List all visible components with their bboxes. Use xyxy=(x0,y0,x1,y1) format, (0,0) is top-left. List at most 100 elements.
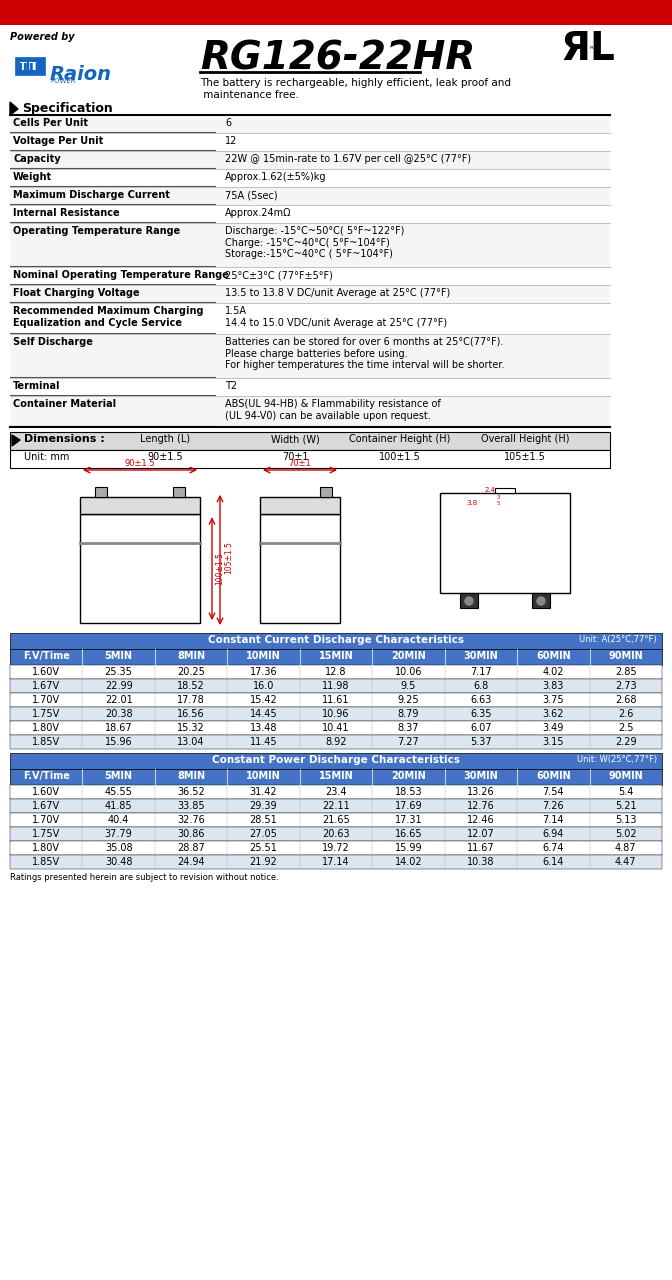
Text: 10.96: 10.96 xyxy=(323,709,349,719)
Text: 105±1.5: 105±1.5 xyxy=(504,452,546,462)
Text: 25.35: 25.35 xyxy=(105,667,132,677)
Text: 6.35: 6.35 xyxy=(470,709,492,719)
Bar xyxy=(475,506,480,513)
Circle shape xyxy=(465,596,473,605)
Text: 8MIN: 8MIN xyxy=(177,652,205,660)
Text: 6.14: 6.14 xyxy=(543,858,564,867)
Text: 8MIN: 8MIN xyxy=(177,771,205,781)
Text: 100±1.5: 100±1.5 xyxy=(379,452,421,462)
Text: 1.85V: 1.85V xyxy=(32,858,60,867)
Text: Powered by: Powered by xyxy=(10,32,75,42)
Text: 1.80V: 1.80V xyxy=(32,844,60,852)
Text: 35.08: 35.08 xyxy=(105,844,132,852)
Text: 17.36: 17.36 xyxy=(250,667,278,677)
Text: 2.29: 2.29 xyxy=(615,737,636,748)
Text: ▐▐▐▐: ▐▐▐▐ xyxy=(15,61,38,74)
Text: POWER: POWER xyxy=(50,78,75,84)
Text: 10.38: 10.38 xyxy=(467,858,495,867)
Text: 28.87: 28.87 xyxy=(177,844,205,852)
Text: 9.25: 9.25 xyxy=(398,695,419,705)
Bar xyxy=(80,497,200,515)
Text: 25°C±3°C (77°F±5°F): 25°C±3°C (77°F±5°F) xyxy=(225,270,333,280)
Bar xyxy=(10,799,662,813)
Text: 30MIN: 30MIN xyxy=(464,771,498,781)
Text: 27.05: 27.05 xyxy=(249,829,278,838)
Bar xyxy=(10,692,662,707)
Text: 90MIN: 90MIN xyxy=(608,771,643,781)
Text: 90±1.5: 90±1.5 xyxy=(147,452,183,462)
Bar xyxy=(173,486,185,497)
Text: 105±1.5: 105±1.5 xyxy=(224,541,233,575)
Text: 30.48: 30.48 xyxy=(105,858,132,867)
Text: 9.5: 9.5 xyxy=(401,681,416,691)
Text: 15.42: 15.42 xyxy=(250,695,278,705)
Text: 6.63: 6.63 xyxy=(470,695,492,705)
Bar xyxy=(10,205,610,223)
Text: 8.79: 8.79 xyxy=(398,709,419,719)
Text: Self Discharge: Self Discharge xyxy=(13,337,93,347)
Text: Weight: Weight xyxy=(13,172,52,182)
Text: 41.85: 41.85 xyxy=(105,801,132,812)
Text: 40.4: 40.4 xyxy=(108,815,129,826)
Text: 22.01: 22.01 xyxy=(105,695,132,705)
Bar xyxy=(440,493,570,593)
Text: 13.04: 13.04 xyxy=(177,737,205,748)
Text: 3
5: 3 5 xyxy=(496,495,500,506)
Text: Raion: Raion xyxy=(50,65,112,84)
Text: 3.15: 3.15 xyxy=(542,737,564,748)
Text: 28.51: 28.51 xyxy=(250,815,278,826)
Bar xyxy=(10,451,610,468)
Text: 11.45: 11.45 xyxy=(250,737,278,748)
Text: 6.07: 6.07 xyxy=(470,723,492,733)
Text: 11.61: 11.61 xyxy=(323,695,349,705)
Text: Unit: mm: Unit: mm xyxy=(24,452,69,462)
Text: 100±1.5: 100±1.5 xyxy=(215,552,224,585)
Text: 31.42: 31.42 xyxy=(250,787,278,797)
Bar xyxy=(20,61,27,70)
Text: 3.62: 3.62 xyxy=(542,709,564,719)
Text: Voltage Per Unit: Voltage Per Unit xyxy=(13,136,103,146)
Bar xyxy=(10,378,610,396)
Text: 5.13: 5.13 xyxy=(615,815,636,826)
Text: 60MIN: 60MIN xyxy=(536,652,571,660)
Text: Container Material: Container Material xyxy=(13,399,116,410)
Text: 20.25: 20.25 xyxy=(177,667,205,677)
Text: The battery is rechargeable, highly efficient, leak proof and
 maintenance free.: The battery is rechargeable, highly effi… xyxy=(200,78,511,100)
Text: 33.85: 33.85 xyxy=(177,801,205,812)
Text: 4.02: 4.02 xyxy=(542,667,564,677)
Circle shape xyxy=(537,596,545,605)
Text: 15.96: 15.96 xyxy=(105,737,132,748)
Bar xyxy=(10,855,662,869)
Text: 70±1: 70±1 xyxy=(282,452,308,462)
Bar xyxy=(10,431,610,451)
Text: 18.52: 18.52 xyxy=(177,681,205,691)
Bar xyxy=(460,593,478,608)
Text: 12.07: 12.07 xyxy=(467,829,495,838)
Text: 20MIN: 20MIN xyxy=(391,771,426,781)
Bar xyxy=(10,223,610,268)
Text: 4.87: 4.87 xyxy=(615,844,636,852)
Text: RG126-22HR: RG126-22HR xyxy=(200,40,475,78)
Text: 32.76: 32.76 xyxy=(177,815,205,826)
Text: 70±1: 70±1 xyxy=(289,460,311,468)
Text: Length (L): Length (L) xyxy=(140,434,190,444)
Text: Approx.1.62(±5%)kg: Approx.1.62(±5%)kg xyxy=(225,172,327,182)
Text: 5.37: 5.37 xyxy=(470,737,492,748)
Bar xyxy=(10,649,662,666)
Bar xyxy=(10,735,662,749)
Bar xyxy=(95,486,107,497)
Text: 1.67V: 1.67V xyxy=(32,681,60,691)
Bar xyxy=(10,133,610,151)
Text: 16.0: 16.0 xyxy=(253,681,274,691)
Text: 1.85V: 1.85V xyxy=(32,737,60,748)
Bar xyxy=(10,721,662,735)
Text: 11.67: 11.67 xyxy=(467,844,495,852)
Text: 3.75: 3.75 xyxy=(542,695,564,705)
Text: 15.32: 15.32 xyxy=(177,723,205,733)
Text: Internal Resistance: Internal Resistance xyxy=(13,207,120,218)
Text: Ratings presented herein are subject to revision without notice.: Ratings presented herein are subject to … xyxy=(10,873,279,882)
Text: Batteries can be stored for over 6 months at 25°C(77°F).
Please charge batteries: Batteries can be stored for over 6 month… xyxy=(225,337,505,370)
Text: 30MIN: 30MIN xyxy=(464,652,498,660)
Bar xyxy=(10,785,662,799)
Text: 1.5A
14.4 to 15.0 VDC/unit Average at 25°C (77°F): 1.5A 14.4 to 15.0 VDC/unit Average at 25… xyxy=(225,306,447,328)
